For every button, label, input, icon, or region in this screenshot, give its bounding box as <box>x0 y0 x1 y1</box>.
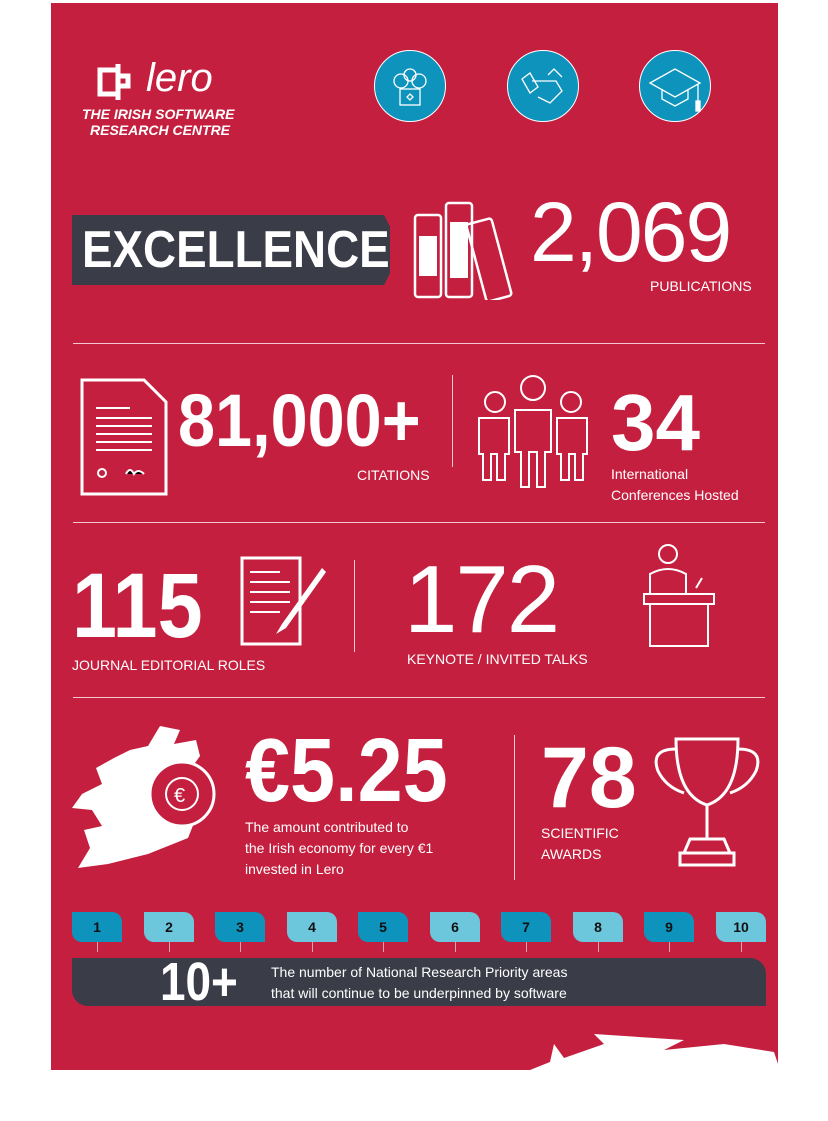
tick <box>598 942 599 952</box>
document-pen-icon <box>240 556 326 646</box>
citations-label: CITATIONS <box>357 467 430 483</box>
conferences-value: 34 <box>611 378 700 467</box>
editorial-label: JOURNAL EDITORIAL ROLES <box>72 657 266 673</box>
tick <box>169 942 170 952</box>
certificate-icon <box>80 378 168 496</box>
priority-line-1: The number of National Research Priority… <box>271 964 568 980</box>
divider <box>73 697 765 698</box>
tick <box>526 942 527 952</box>
infographic-panel <box>51 3 778 1070</box>
priority-tab-8: 8 <box>573 912 623 942</box>
awards-label-1: SCIENTIFIC <box>541 825 619 841</box>
ireland-euro-icon: € <box>72 726 216 868</box>
priority-line-2: that will continue to be underpinned by … <box>271 985 567 1001</box>
publications-label: PUBLICATIONS <box>650 278 752 294</box>
tick <box>97 942 98 952</box>
awards-value: 78 <box>541 730 637 826</box>
priority-tab-9: 9 <box>644 912 694 942</box>
priority-value: 10+ <box>160 952 238 1012</box>
logo-tagline-2: RESEARCH CENTRE <box>90 122 231 138</box>
divider <box>514 735 515 880</box>
tick <box>741 942 742 952</box>
tick <box>312 942 313 952</box>
tick <box>455 942 456 952</box>
divider <box>73 343 765 344</box>
excellence-banner <box>72 215 390 285</box>
priority-tab-7: 7 <box>501 912 551 942</box>
publications-value: 2,069 <box>530 185 732 279</box>
graduation-cap-icon <box>639 50 711 122</box>
economy-value: €5.25 <box>245 721 448 821</box>
priority-tab-4: 4 <box>287 912 337 942</box>
talks-value: 172 <box>404 546 560 653</box>
priority-tab-1: 1 <box>72 912 122 942</box>
divider <box>73 522 765 523</box>
economy-line-1: The amount contributed to <box>245 819 409 835</box>
awards-label-2: AWARDS <box>541 846 602 862</box>
talks-label: KEYNOTE / INVITED TALKS <box>407 651 588 667</box>
speaker-podium-icon <box>643 544 715 647</box>
divider <box>452 375 453 467</box>
priority-tab-6: 6 <box>430 912 480 942</box>
svg-text:€: € <box>174 785 185 807</box>
brush-stroke-decoration <box>530 1034 780 1070</box>
handshake-icon <box>507 50 579 122</box>
priority-tab-5: 5 <box>358 912 408 942</box>
lero-mark-icon <box>97 64 131 100</box>
lero-logo: lero <box>94 58 213 107</box>
excellence-label: EXCELLENCE <box>82 221 390 279</box>
tick <box>669 942 670 952</box>
people-innovation-icon <box>374 50 446 122</box>
editorial-value: 115 <box>72 555 203 657</box>
priority-tab-10: 10 <box>716 912 766 942</box>
economy-line-2: the Irish economy for every €1 <box>245 840 434 856</box>
trophy-icon <box>654 737 760 867</box>
people-group-icon <box>478 375 588 488</box>
logo-name: lero <box>146 56 213 100</box>
tick <box>240 942 241 952</box>
conferences-label-1: International <box>611 466 689 482</box>
priority-bar <box>72 958 766 1006</box>
priority-tab-2: 2 <box>144 912 194 942</box>
books-icon <box>413 201 513 300</box>
priority-tab-3: 3 <box>215 912 265 942</box>
citations-value: 81,000+ <box>178 379 421 462</box>
tick <box>383 942 384 952</box>
logo-tagline-1: THE IRISH SOFTWARE <box>82 106 235 122</box>
divider <box>354 560 355 652</box>
conferences-label-2: Conferences Hosted <box>611 487 739 503</box>
economy-line-3: invested in Lero <box>245 861 344 877</box>
